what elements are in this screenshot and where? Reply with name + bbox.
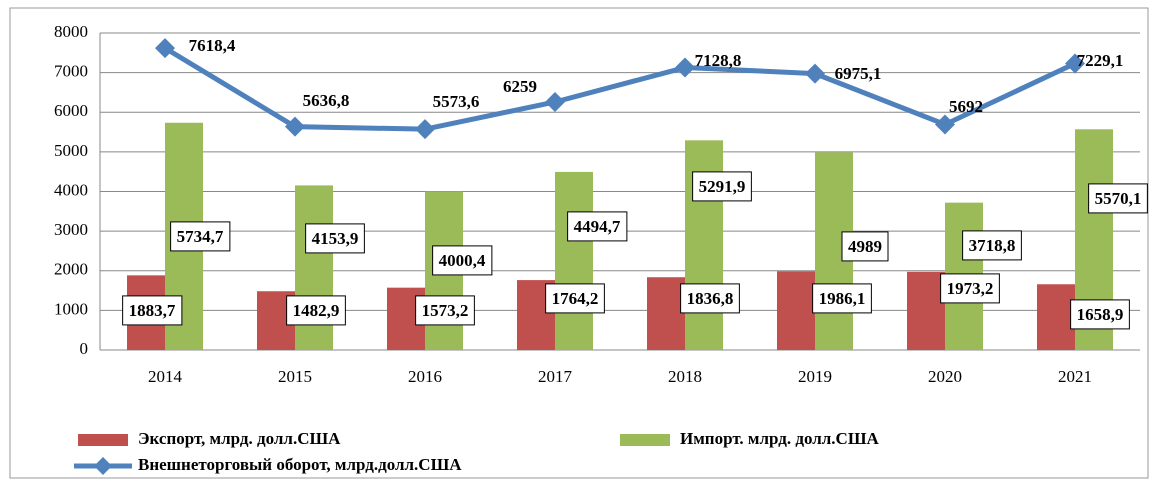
data-label: 5692 [949, 97, 983, 116]
y-tick-label: 5000 [54, 141, 88, 160]
line [163, 45, 1077, 132]
y-tick-label: 2000 [54, 260, 88, 279]
line-marker [415, 119, 435, 140]
x-tick-label: 2014 [148, 367, 183, 386]
data-label: 4494,7 [574, 217, 621, 236]
data-label: 5291,9 [699, 177, 746, 196]
data-label: 7128,8 [695, 51, 742, 70]
y-tick-label: 0 [80, 339, 89, 358]
data-label: 4000,4 [439, 251, 486, 270]
x-tick-label: 2018 [668, 367, 702, 386]
data-label: 3718,8 [969, 236, 1016, 255]
bar [777, 271, 815, 350]
data-label-box [286, 295, 346, 326]
data-label-box [841, 231, 889, 262]
data-label-box [962, 230, 1022, 261]
y-tick-label: 7000 [54, 62, 88, 81]
data-label-box [812, 283, 872, 314]
bar [555, 171, 593, 350]
data-label: 1658,9 [1077, 305, 1124, 324]
data-label-box [1088, 183, 1148, 214]
data-label: 4153,9 [312, 229, 359, 248]
data-label-box [680, 283, 740, 314]
x-tick-label: 2020 [928, 367, 962, 386]
y-tick-label: 4000 [54, 180, 88, 199]
data-label: 7618,4 [189, 36, 236, 55]
legend-label: Импорт. млрд. долл.США [680, 429, 879, 448]
y-tick-label: 3000 [54, 220, 88, 239]
y-tick-label: 6000 [54, 101, 88, 120]
data-label-box [1070, 299, 1130, 330]
x-tick-label: 2017 [538, 367, 573, 386]
data-label: 1573,2 [422, 301, 469, 320]
data-label-box [415, 295, 475, 326]
data-label: 6259 [503, 77, 537, 96]
data-label: 5636,8 [303, 91, 350, 110]
line-marker [285, 116, 305, 137]
data-label-box [692, 171, 752, 202]
data-label: 6975,1 [835, 64, 882, 83]
data-label: 1973,2 [947, 279, 994, 298]
data-label-box [940, 273, 1000, 304]
legend-label: Экспорт, млрд. долл.США [138, 429, 341, 448]
legend-marker [94, 457, 112, 475]
data-label: 1764,2 [552, 289, 599, 308]
data-label-box [305, 223, 365, 254]
x-tick-label: 2019 [798, 367, 832, 386]
data-label: 1482,9 [293, 301, 340, 320]
line-marker [155, 38, 175, 59]
line-marker [935, 114, 955, 135]
data-label: 1986,1 [819, 289, 866, 308]
data-label: 7229,1 [1077, 51, 1124, 70]
line-marker [675, 57, 695, 78]
line-marker [805, 63, 825, 84]
data-label: 1836,8 [687, 289, 734, 308]
legend-swatch [620, 434, 670, 446]
line-marker [545, 91, 565, 112]
data-label-box [432, 245, 493, 276]
y-tick-label: 8000 [54, 22, 88, 41]
x-tick-label: 2021 [1058, 367, 1092, 386]
legend-label: Внешнеторговый оборот, млрд.долл.США [138, 455, 462, 474]
bar [647, 277, 685, 350]
data-label: 5573,6 [433, 92, 480, 111]
legend-swatch [78, 434, 128, 446]
data-label-box [567, 211, 628, 242]
data-label: 1883,7 [129, 301, 176, 320]
data-label-box [170, 221, 231, 252]
data-label-box [122, 295, 183, 326]
bar [907, 271, 945, 350]
x-tick-label: 2016 [408, 367, 442, 386]
data-label-box [545, 283, 605, 314]
data-label: 4989 [848, 237, 882, 256]
data-label: 5734,7 [177, 227, 224, 246]
bar [1037, 284, 1075, 350]
x-tick-label: 2015 [278, 367, 312, 386]
y-tick-label: 1000 [54, 299, 88, 318]
line-marker [1065, 53, 1085, 74]
data-label: 5570,1 [1095, 189, 1142, 208]
